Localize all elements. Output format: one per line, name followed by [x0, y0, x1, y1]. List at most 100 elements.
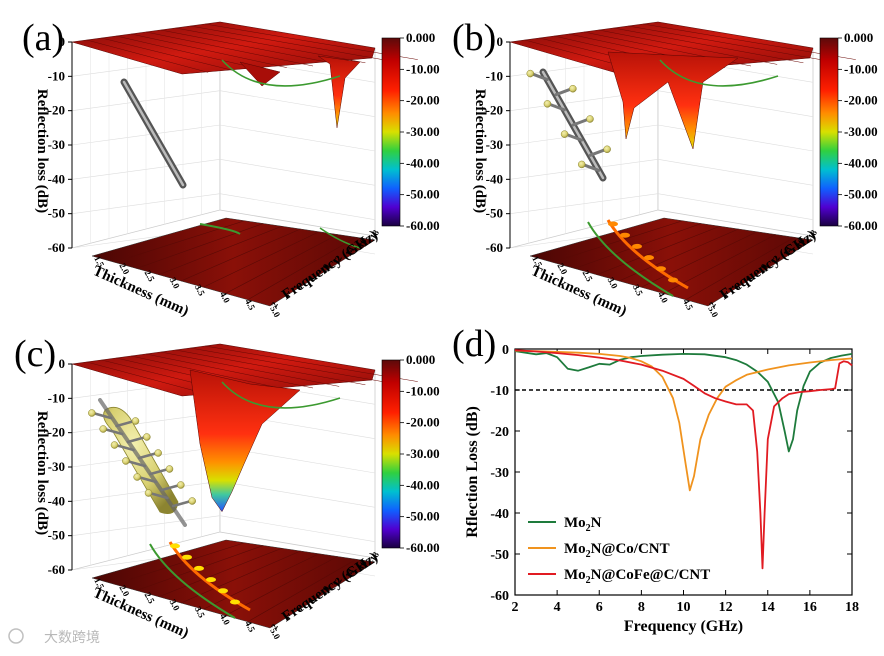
legend-label-sub: 2 [586, 575, 591, 586]
floor-hotspot [668, 277, 678, 283]
floor-grid-line [180, 550, 301, 604]
floor-contour [319, 227, 361, 249]
floor-hotspot [632, 243, 642, 249]
surface-contour [221, 59, 341, 87]
branch [125, 459, 147, 468]
branch [571, 117, 591, 127]
nanoparticle [543, 100, 552, 108]
thickness-tick-label: 4.5 [243, 297, 257, 312]
colorbar-label: -30.00 [844, 124, 878, 139]
floor-grid-line [596, 225, 720, 276]
x-axis-tick-label: 6 [596, 600, 603, 615]
y-axis-tick-label: -60 [490, 589, 509, 604]
floor-grid-line [203, 553, 320, 610]
floor-grid-line [203, 231, 320, 288]
thickness-tick-label: 1.5 [92, 254, 106, 269]
z-axis-tick-label: -10 [48, 68, 65, 83]
colorbar [381, 359, 401, 549]
branch [115, 419, 136, 428]
z-axis-tick-label: -20 [48, 425, 65, 440]
colorbar-label: -60.00 [406, 218, 440, 233]
frequency-tick-label: 8 [744, 274, 755, 283]
z-axis-title: Reflection loss (dB) [34, 89, 50, 213]
colorbar-label: -20.00 [844, 93, 878, 108]
grid-line [219, 159, 376, 186]
legend-label-sub: 2 [586, 549, 591, 560]
surface-mesh-line [86, 361, 209, 395]
floor-grid-line [158, 225, 282, 276]
branch [171, 499, 193, 508]
panel-c-3d-surface: 0 -10 -20 -30 -40 -50 -60 Reflection loss (dB) 1… [34, 343, 440, 642]
frequency-tick-label: 2 [707, 300, 718, 309]
nanoparticle [143, 433, 151, 441]
nanoparticle [154, 449, 162, 457]
grid-line [219, 124, 376, 152]
grid-line [219, 481, 376, 508]
nanoparticle [131, 417, 140, 425]
panel-letter-c: (c) [14, 333, 56, 375]
colorbar-label: 0.000 [406, 352, 435, 367]
z-axis-tick-label: -20 [486, 103, 503, 118]
surface-mesh-line [160, 29, 340, 65]
thickness-tick-label: 2.0 [117, 261, 131, 276]
nanoparticle [577, 160, 586, 169]
nanoparticle [177, 481, 185, 489]
series-line-1 [514, 350, 853, 453]
x-axis-tick-label: 10 [677, 600, 691, 615]
thickness-tick-label: 2.0 [555, 261, 569, 276]
legend-label: Mo2N@CoFe@C/CNT [564, 567, 710, 586]
colorbar-label: -40.00 [406, 155, 440, 170]
branch [149, 467, 170, 476]
series-line-2 [514, 349, 853, 492]
thickness-tick-label: 4.5 [681, 297, 695, 312]
frequency-tick-label: 2 [269, 622, 280, 631]
x-axis-tick-label: 16 [803, 600, 817, 615]
x-axis-tick-label: 18 [845, 600, 859, 615]
z-axis-tick-label: -60 [48, 562, 65, 577]
surface-mesh-line [175, 27, 366, 64]
floor-contour [587, 221, 674, 297]
colorbar-label: -10.00 [844, 61, 878, 76]
frequency-tick-label: 6 [294, 283, 305, 292]
floor-hotspot [194, 565, 204, 571]
x-axis-tick-label: 12 [719, 600, 733, 615]
branch [554, 87, 574, 97]
projection-floor [91, 217, 376, 307]
x-axis-title: Frequency (GHz) [624, 618, 743, 635]
branch [160, 483, 182, 492]
thickness-tick-label: 2.5 [143, 269, 157, 284]
colorbar-label: -50.00 [406, 187, 440, 202]
floor-hotspot [170, 543, 180, 549]
colorbar [819, 37, 839, 227]
floor-hotspot [656, 266, 666, 272]
legend-label: Mo2N [564, 515, 602, 534]
legend-label-main: Mo [564, 541, 586, 557]
surface-mesh-line [116, 35, 261, 70]
floor-hotspot [644, 255, 654, 261]
branch [102, 427, 124, 436]
z-axis-tick-label: 0 [59, 34, 66, 49]
frequency-tick-label: 8 [306, 274, 317, 283]
nanoparticle [526, 69, 535, 78]
thickness-tick-label: 1.5 [530, 254, 544, 269]
y-axis-tick-label: -30 [490, 466, 509, 481]
panel-d-line-chart: 2 4 6 8 10 12 14 16 18 0 -10 -20 -30 -40 -50 -60 Frequen… [464, 343, 859, 635]
nanoparticle [99, 425, 107, 433]
y-axis-tick-label: -50 [490, 548, 509, 563]
branch [114, 443, 135, 452]
frequency-tick-label: 4 [281, 291, 292, 300]
panel-a-3d-surface: 0 -10 -20 -30 -40 -50 -60 Reflection loss (dB) 1… [34, 21, 440, 320]
y-axis-title: Rflection Loss (dB) [464, 406, 481, 538]
nanoparticle [88, 409, 96, 417]
z-axis-tick-label: -60 [48, 240, 65, 255]
z-axis-tick-label: -10 [48, 390, 65, 405]
surface-mesh-line [175, 349, 366, 386]
z-axis-tick-label: 0 [497, 34, 504, 49]
colorbar-label: -20.00 [406, 93, 440, 108]
floor-contour [199, 223, 241, 235]
grid-line [219, 515, 376, 542]
thickness-tick-label: 3.0 [168, 276, 182, 291]
surface-mesh-line [190, 25, 392, 62]
thickness-tick-label: 2.5 [143, 591, 157, 606]
